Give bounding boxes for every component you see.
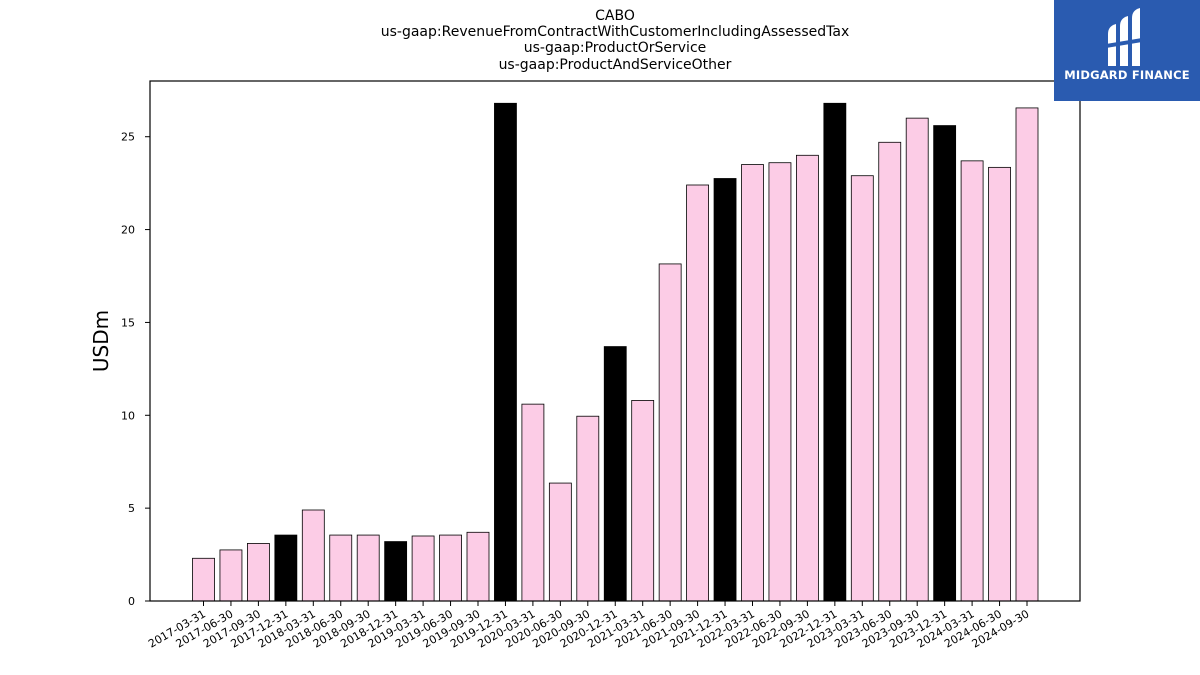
title-line-2: us-gaap:RevenueFromContractWithCustomerI…: [381, 24, 850, 40]
y-axis-ticks: 0 5 10 15 20 25: [121, 131, 150, 608]
bar-2017-03-31: [192, 557, 215, 602]
bar-2020-09-30: [576, 415, 600, 602]
bar-2017-09-30: [246, 543, 270, 602]
bar-2023-12-31: [933, 125, 957, 602]
bar-2023-06-30: [878, 141, 902, 602]
logo-text: MIDGARD FINANCE: [1064, 68, 1190, 82]
y-tick-label: 5: [128, 502, 135, 515]
x-axis-ticks: 2017-03-312017-06-302017-09-302017-12-31…: [146, 601, 1032, 651]
bar-2024-06-30: [988, 166, 1011, 602]
y-tick-label: 20: [121, 224, 135, 237]
chart-title: CABO us-gaap:RevenueFromContractWithCust…: [381, 8, 850, 73]
bar-2018-09-30: [356, 534, 380, 602]
bar-2023-09-30: [905, 117, 929, 602]
bar-2022-09-30: [796, 154, 819, 602]
bar-2024-03-31: [960, 160, 984, 602]
title-line-4: us-gaap:ProductAndServiceOther: [499, 57, 732, 73]
plot-frame: [149, 80, 1081, 602]
title-line-1: CABO: [595, 8, 635, 24]
bar-2017-06-30: [219, 549, 243, 602]
bar-2020-06-30: [548, 482, 572, 602]
midgard-finance-logo: MIDGARD FINANCE: [1054, 0, 1200, 101]
y-axis-label: USDm: [89, 310, 113, 372]
bar-2018-06-30: [329, 534, 353, 602]
bar-2019-03-31: [411, 535, 435, 602]
title-line-3: us-gaap:ProductOrService: [524, 40, 707, 56]
midgard-logo-icon: [1106, 8, 1142, 66]
bar-2022-12-31: [823, 102, 847, 602]
bar-2018-12-31: [384, 541, 408, 602]
bar-2019-06-30: [439, 534, 462, 602]
bar-2021-09-30: [686, 184, 709, 602]
bar-2018-03-31: [301, 509, 325, 602]
bar-2017-12-31: [274, 534, 298, 602]
y-tick-label: 10: [121, 409, 135, 422]
bar-2019-09-30: [466, 531, 490, 602]
bar-2022-03-31: [741, 164, 764, 602]
bar-2020-03-31: [521, 403, 545, 602]
bar-2021-06-30: [658, 263, 682, 602]
bar-2021-03-31: [631, 400, 655, 602]
y-tick-label: 15: [121, 316, 135, 329]
bar-2020-12-31: [603, 346, 627, 602]
y-tick-label: 25: [121, 131, 135, 144]
bar-2022-06-30: [768, 162, 792, 602]
bars-group: [192, 102, 1039, 602]
bar-2021-12-31: [713, 178, 737, 602]
bar-2019-12-31: [494, 102, 517, 602]
bar-2024-09-30: [1015, 107, 1039, 602]
bar-2023-03-31: [850, 175, 874, 602]
y-tick-label: 0: [128, 595, 135, 608]
